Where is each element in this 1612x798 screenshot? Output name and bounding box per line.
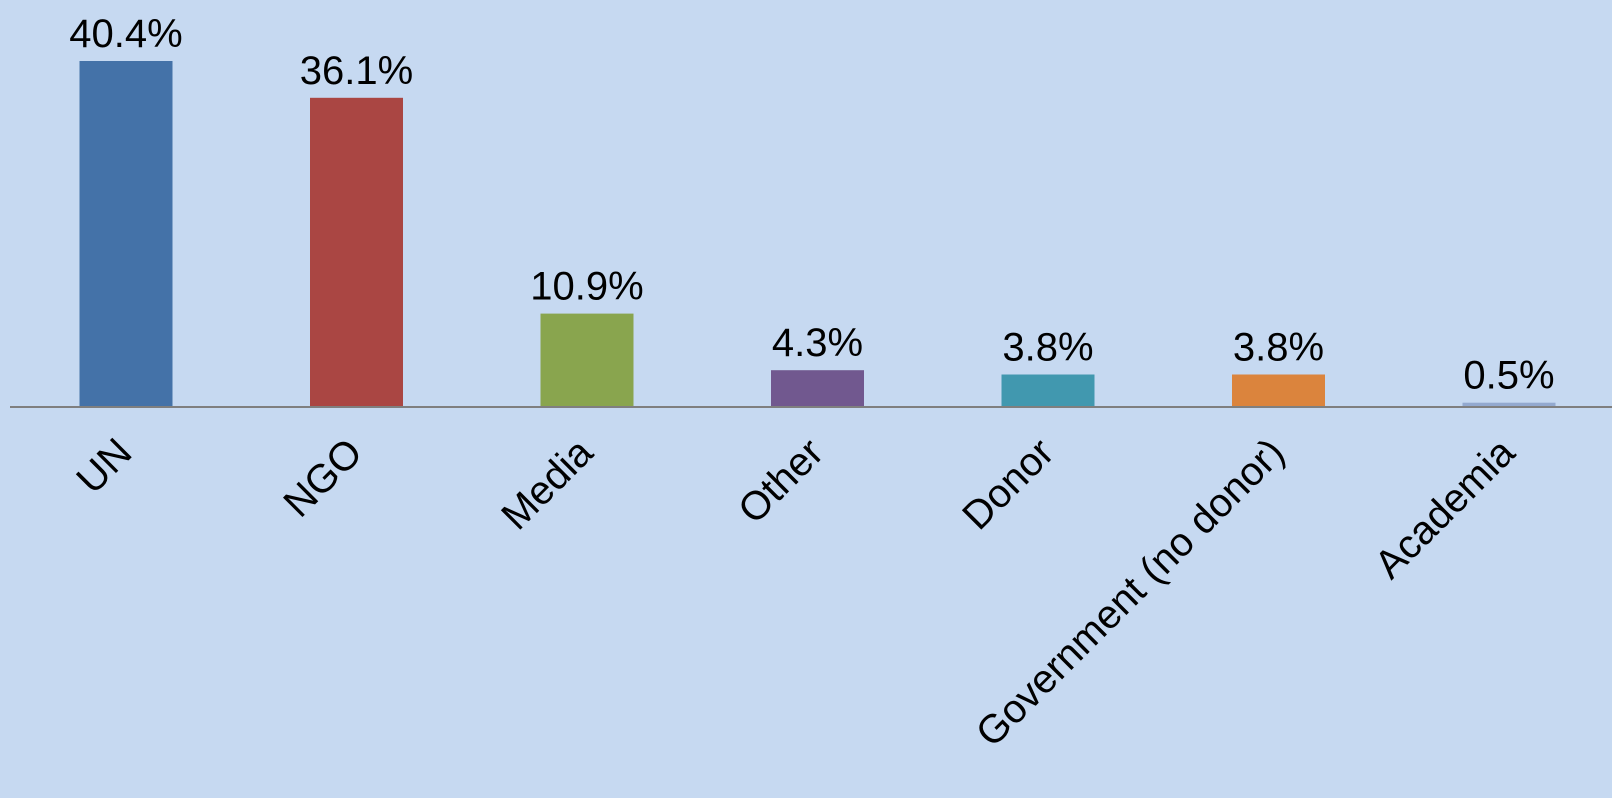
bars-layer bbox=[79, 61, 1556, 408]
value-labels-layer: 40.4% 36.1% 10.9% 4.3% 3.8% 3.8% 0.5% bbox=[69, 12, 1554, 398]
value-label-other: 4.3% bbox=[772, 321, 863, 365]
bar-donor bbox=[1001, 374, 1095, 407]
value-label-media: 10.9% bbox=[530, 265, 643, 309]
value-label-government-no-donor: 3.8% bbox=[1233, 326, 1324, 370]
bar-un bbox=[79, 61, 173, 407]
value-label-un: 40.4% bbox=[69, 12, 182, 56]
bar-other bbox=[771, 370, 864, 407]
bar-media bbox=[540, 313, 634, 407]
value-label-ngo: 36.1% bbox=[300, 49, 413, 93]
bar-academia bbox=[1462, 402, 1556, 407]
category-label-media: Media bbox=[493, 430, 602, 539]
bar-government-no-donor bbox=[1232, 374, 1325, 407]
category-label-ngo: NGO bbox=[275, 430, 371, 526]
category-label-donor: Donor bbox=[954, 430, 1062, 538]
category-label-un: UN bbox=[68, 430, 140, 502]
category-label-academia: Academia bbox=[1366, 430, 1523, 587]
category-label-other: Other bbox=[730, 430, 832, 532]
value-label-academia: 0.5% bbox=[1463, 354, 1554, 398]
value-label-donor: 3.8% bbox=[1002, 326, 1093, 370]
bar-ngo bbox=[310, 97, 403, 408]
